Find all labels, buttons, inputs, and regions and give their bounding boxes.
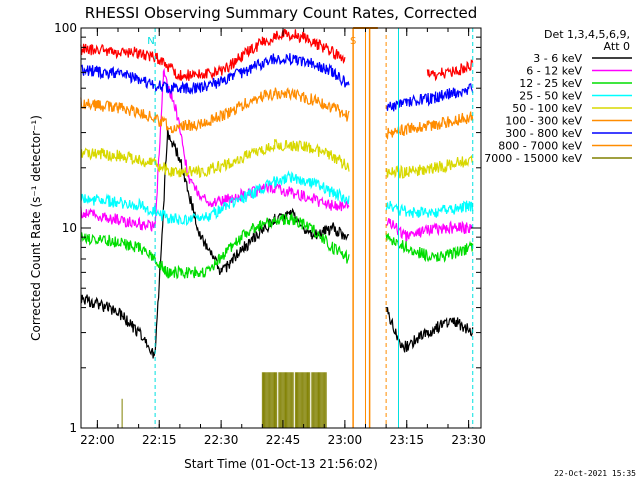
series-3 bbox=[80, 170, 474, 227]
series-0 bbox=[80, 127, 474, 359]
legend-label-5: 100 - 300 keV bbox=[505, 115, 582, 128]
legend-header-0: Det 1,3,4,5,6,9, bbox=[544, 28, 630, 41]
x-tick-label: 23:00 bbox=[328, 433, 363, 447]
legend-header-1: Att 0 bbox=[604, 40, 630, 53]
series-8 bbox=[121, 372, 327, 428]
annotation-label-0: N bbox=[147, 36, 154, 47]
chart-title: RHESSI Observing Summary Count Rates, Co… bbox=[85, 4, 478, 22]
annotation-label-1: S bbox=[350, 36, 356, 47]
series-line bbox=[80, 87, 474, 140]
legend-label-2: 12 - 25 keV bbox=[519, 77, 582, 90]
x-tick-label: 23:30 bbox=[451, 433, 486, 447]
series-2 bbox=[80, 211, 474, 280]
x-tick-label: 23:15 bbox=[389, 433, 424, 447]
legend-label-8: 7000 - 15000 keV bbox=[484, 152, 582, 165]
series-line bbox=[80, 53, 474, 112]
series-line bbox=[80, 170, 474, 227]
footer-timestamp: 22-Oct-2021 15:35 bbox=[554, 469, 636, 478]
series-line bbox=[80, 211, 474, 280]
x-axis-label: Start Time (01-Oct-13 21:56:02) bbox=[184, 457, 378, 471]
x-tick-label: 22:30 bbox=[204, 433, 239, 447]
legend-label-1: 6 - 12 keV bbox=[526, 65, 582, 78]
series-line bbox=[80, 138, 474, 179]
legend-label-0: 3 - 6 keV bbox=[533, 52, 582, 65]
series-9 bbox=[80, 29, 474, 82]
legend-label-7: 800 - 7000 keV bbox=[498, 140, 582, 153]
series-line bbox=[80, 67, 473, 243]
series-6 bbox=[80, 53, 474, 112]
y-axis-label: Corrected Count Rate (s⁻¹ detector⁻¹) bbox=[29, 115, 43, 341]
series-5 bbox=[80, 87, 474, 140]
series-line bbox=[80, 29, 474, 82]
axes: 1 10 100 22:00 22:15 22:30 22:45 23:00 23:15 23:3… bbox=[54, 21, 486, 447]
series-line bbox=[80, 127, 474, 359]
y-axis-label-group: Corrected Count Rate (s⁻¹ detector⁻¹) bbox=[29, 115, 43, 341]
x-tick-label: 22:15 bbox=[142, 433, 177, 447]
series-1 bbox=[80, 67, 473, 243]
x-tick-label: 22:45 bbox=[266, 433, 301, 447]
y-tick-label: 1 bbox=[69, 421, 77, 435]
y-tick-label: 100 bbox=[54, 21, 77, 35]
legend-label-6: 300 - 800 keV bbox=[505, 127, 582, 140]
legend-label-4: 50 - 100 keV bbox=[512, 102, 582, 115]
series-4 bbox=[80, 138, 474, 179]
y-tick-label: 10 bbox=[62, 221, 77, 235]
x-tick-label: 22:00 bbox=[80, 433, 115, 447]
legend-label-3: 25 - 50 keV bbox=[519, 90, 582, 103]
